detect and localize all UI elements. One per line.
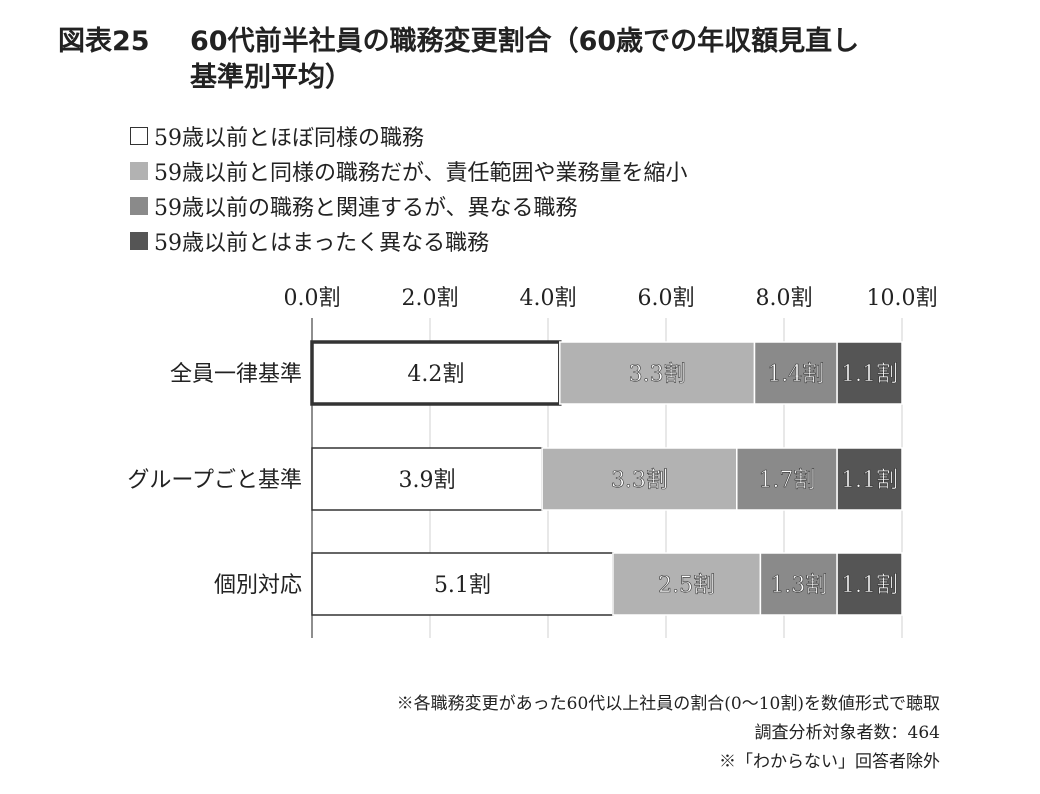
data-label: 2.5割 [658, 573, 715, 598]
legend-label: 59歳以前と同様の職務だが、責任範囲や業務量を縮小 [154, 160, 688, 186]
footnote: 調査分析対象者数：464 [754, 723, 940, 743]
data-label: 3.3割 [629, 362, 686, 387]
bar-segment [311, 552, 614, 616]
legend-label: 59歳以前の職務と関連するが、異なる職務 [154, 195, 578, 221]
bar-segment [310, 340, 562, 406]
bar-segment [759, 552, 838, 616]
bar-segment [612, 552, 762, 616]
data-label: 1.4割 [767, 362, 824, 387]
x-tick-label: 4.0割 [520, 286, 577, 311]
category-label: 全員一律基準 [170, 362, 302, 387]
footnotes: ※各職務変更があった60代以上社員の割合(0～10割)を数値形式で聴取 調査分析… [397, 690, 940, 777]
category-label: 個別対応 [214, 573, 302, 598]
x-tick-label: 6.0割 [638, 286, 695, 311]
legend-swatch [130, 161, 148, 180]
legend-swatch [130, 196, 148, 215]
legend-label: 59歳以前とはまったく異なる職務 [154, 230, 490, 256]
legend-item: 59歳以前とはまったく異なる職務 [130, 223, 688, 258]
legend-item: 59歳以前とほぼ同様の職務 [130, 118, 688, 153]
figure-title: 図表25 60代前半社員の職務変更割合（60歳での年収額見直し 基準別平均） [58, 24, 1018, 96]
bar-segment [836, 341, 903, 405]
data-label: 1.3割 [770, 573, 827, 598]
footnote: ※各職務変更があった60代以上社員の割合(0～10割)を数値形式で聴取 [396, 694, 940, 714]
data-label: 1.1割 [841, 362, 898, 387]
legend-item: 59歳以前と同様の職務だが、責任範囲や業務量を縮小 [130, 153, 688, 188]
figure-title-line2: 基準別平均） [190, 62, 352, 93]
figure-number: 図表25 [58, 26, 150, 57]
legend: 59歳以前とほぼ同様の職務 59歳以前と同様の職務だが、責任範囲や業務量を縮小 … [130, 118, 688, 258]
bar-segment [836, 552, 903, 616]
figure-title-line1: 60代前半社員の職務変更割合（60歳での年収額見直し [190, 26, 860, 57]
x-tick-label: 8.0割 [756, 286, 813, 311]
x-tick-label: 10.0割 [867, 286, 938, 311]
data-label: 1.1割 [841, 468, 898, 493]
legend-label: 59歳以前とほぼ同様の職務 [154, 125, 424, 151]
data-label: 3.3割 [611, 468, 668, 493]
bar-segment [541, 447, 738, 511]
x-tick-label: 2.0割 [402, 286, 459, 311]
legend-swatch [130, 126, 148, 145]
legend-item: 59歳以前の職務と関連するが、異なる職務 [130, 188, 688, 223]
footnote: ※「わからない」回答者除外 [719, 752, 940, 772]
data-label: 3.9割 [399, 468, 456, 493]
data-label: 1.7割 [758, 468, 815, 493]
category-label: グループごと基準 [127, 468, 302, 493]
data-label: 4.2割 [407, 362, 464, 387]
data-label: 1.1割 [841, 573, 898, 598]
bar-segment [311, 447, 543, 511]
x-tick-label: 0.0割 [284, 286, 341, 311]
legend-swatch [130, 231, 148, 250]
data-label: 5.1割 [434, 573, 491, 598]
bar-segment [559, 341, 756, 405]
bar-segment [736, 447, 838, 511]
bar-segment [836, 447, 903, 511]
